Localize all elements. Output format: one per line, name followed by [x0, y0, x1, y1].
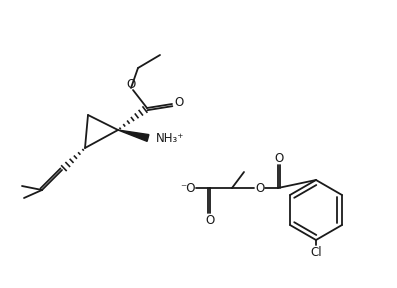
Text: NH₃⁺: NH₃⁺ [156, 132, 184, 145]
Text: O: O [205, 215, 215, 228]
Text: O: O [174, 96, 184, 109]
Text: O: O [126, 77, 136, 90]
Text: O: O [274, 151, 283, 164]
Text: ⁻O: ⁻O [180, 181, 196, 194]
Polygon shape [118, 130, 149, 141]
Text: Cl: Cl [310, 245, 322, 259]
Text: O: O [255, 181, 265, 194]
